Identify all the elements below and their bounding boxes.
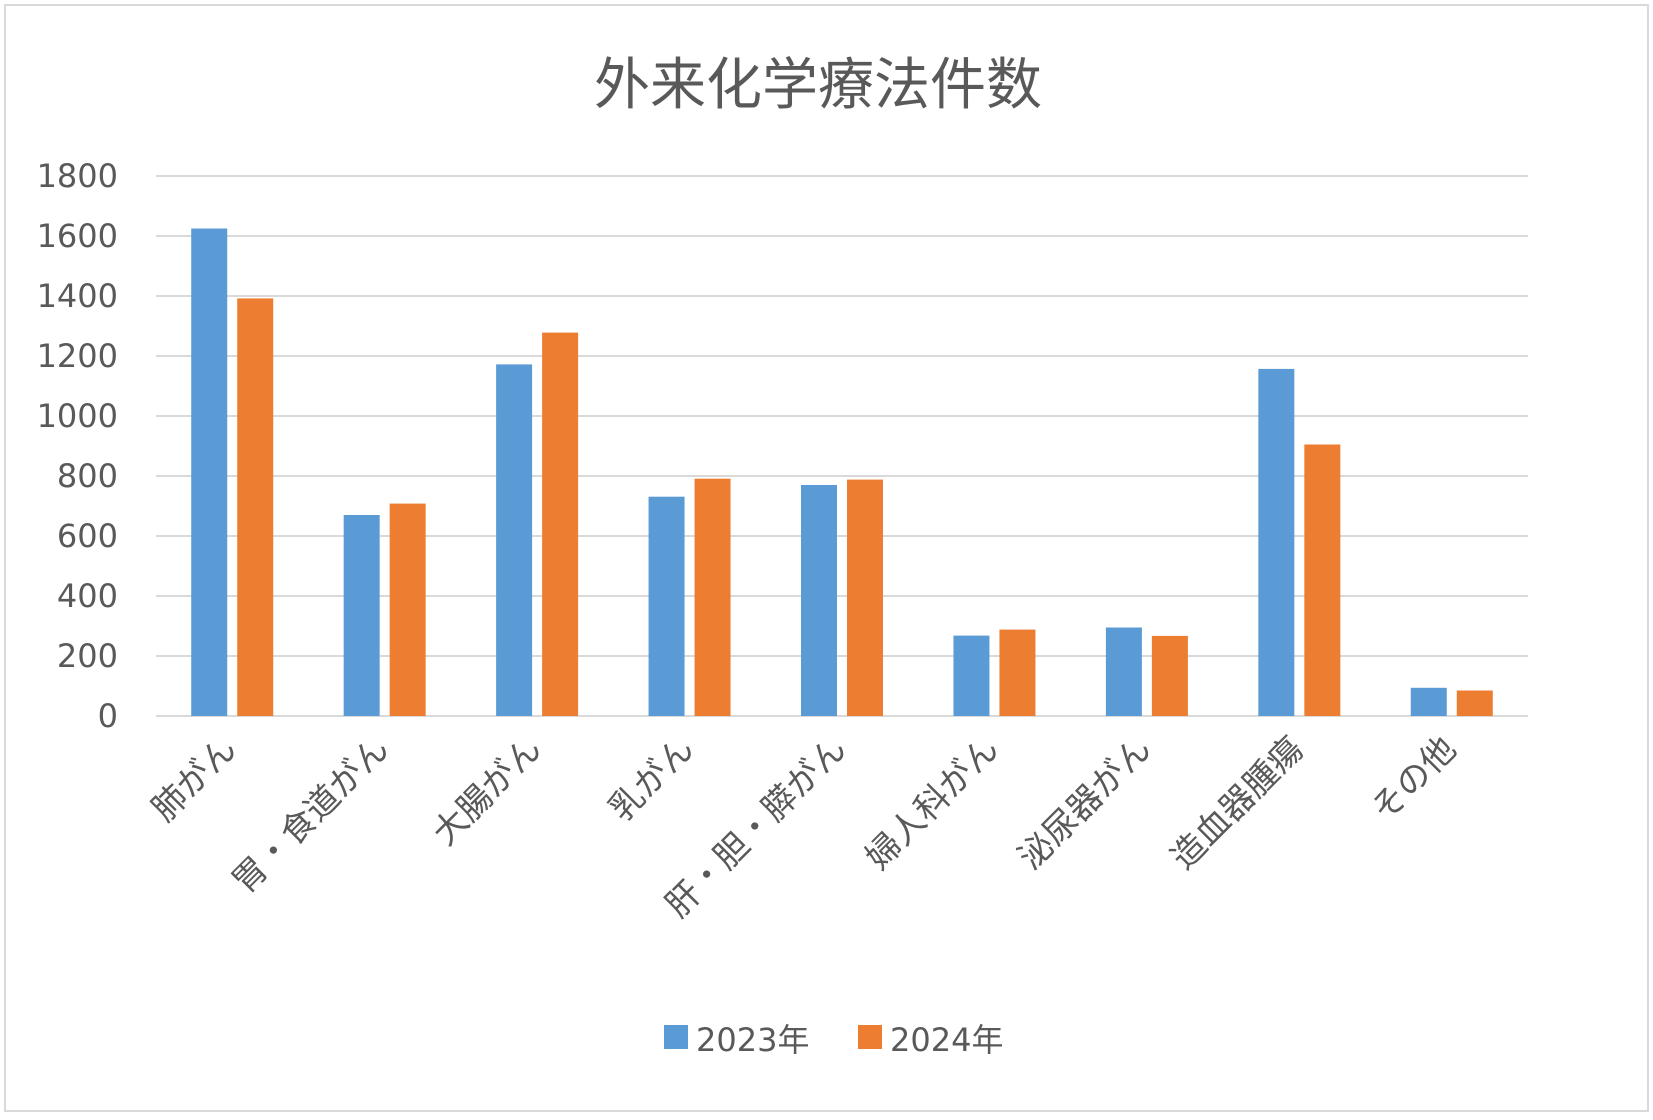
- gridlines: [156, 175, 1528, 717]
- bar-series1: [1105, 627, 1142, 716]
- legend-label: 2024年: [890, 1021, 1003, 1059]
- bars: [191, 228, 1493, 716]
- y-tick-label: 1200: [37, 337, 118, 375]
- chart-title: 外来化学療法件数: [594, 53, 1042, 118]
- y-tick-label: 200: [57, 637, 118, 675]
- y-tick-label: 400: [57, 577, 118, 615]
- x-tick-label: 胃・食道がん: [224, 729, 397, 902]
- y-tick-label: 1400: [37, 277, 118, 315]
- bar-series2: [999, 629, 1036, 716]
- x-tick-label: 婦人科がん: [858, 729, 1006, 877]
- x-tick-label: 泌尿器がん: [1011, 729, 1159, 877]
- bar-series2: [542, 332, 579, 716]
- bar-series2: [237, 298, 274, 716]
- y-tick-label: 1000: [37, 397, 118, 435]
- bar-series1: [1410, 687, 1447, 716]
- y-tick-label: 600: [57, 517, 118, 555]
- y-axis-ticks: 0 200 400 600 800 1000 1200 1400 1600 1800: [37, 157, 118, 735]
- x-tick-label: その他: [1364, 729, 1464, 829]
- bar-series1: [343, 515, 380, 716]
- bar-series1: [496, 364, 533, 716]
- bar-series2: [1151, 635, 1188, 716]
- bar-series1: [801, 485, 837, 716]
- bar-series2: [694, 478, 731, 716]
- y-tick-label: 1600: [37, 217, 118, 255]
- legend-swatch: [858, 1025, 882, 1049]
- legend-label: 2023年: [696, 1021, 809, 1059]
- y-tick-label: 800: [57, 457, 118, 495]
- y-tick-label: 1800: [37, 157, 118, 195]
- x-tick-label: 肺がん: [144, 729, 244, 829]
- legend: 2023年 2024年: [664, 1021, 1003, 1059]
- bar-series1: [1258, 368, 1295, 716]
- bar-series2: [389, 503, 426, 716]
- legend-swatch: [664, 1025, 688, 1049]
- bar-series2: [1304, 444, 1341, 716]
- x-tick-label: 造血器腫瘍: [1163, 729, 1311, 877]
- x-tick-label: 大腸がん: [425, 729, 549, 853]
- bar-series2: [847, 479, 883, 716]
- bar-series2: [1456, 690, 1493, 716]
- bar-series1: [953, 635, 990, 716]
- bar-series1: [191, 228, 228, 716]
- chart-container: 外来化学療法件数 0 200 400 600 800 1000 1200 1400 1600 18…: [4, 4, 1649, 1112]
- bar-chart: 外来化学療法件数 0 200 400 600 800 1000 1200 1400 1600 18…: [37, 53, 1528, 1059]
- y-tick-label: 0: [98, 697, 118, 735]
- bar-series1: [648, 496, 685, 716]
- x-tick-label: 乳がん: [602, 729, 702, 829]
